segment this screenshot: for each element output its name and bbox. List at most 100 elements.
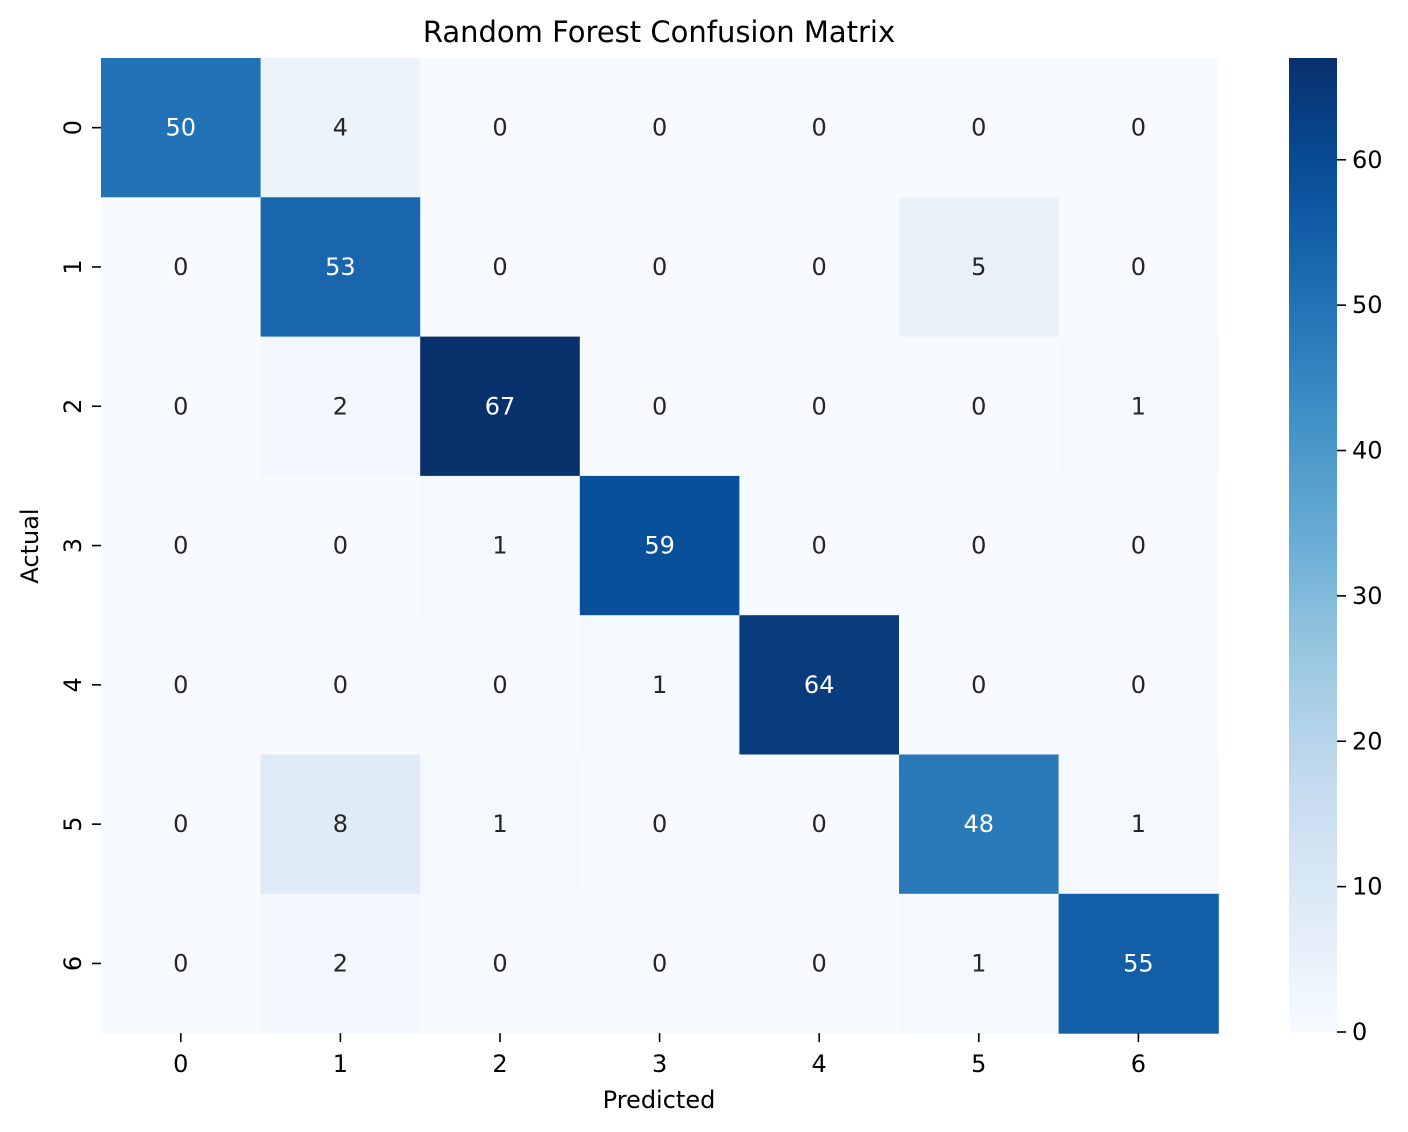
cell-value-label-r2-c5: 0 — [971, 392, 986, 420]
heatmap-cell-r5-c3 — [579, 754, 740, 895]
y-axis-title: Actual — [16, 508, 44, 583]
heatmap-cell-r4-c5 — [899, 615, 1060, 756]
chart-title: Random Forest Confusion Matrix — [423, 15, 895, 49]
heatmap-cell-r4-c2 — [420, 615, 581, 756]
cell-value-label-r3-c5: 0 — [971, 532, 986, 560]
cell-value-label-r5-c2: 1 — [492, 810, 507, 838]
heatmap-cell-r0-c0 — [101, 58, 262, 198]
heatmap-cell-r5-c0 — [101, 754, 262, 895]
heatmap-cell-r2-c6 — [1058, 336, 1219, 477]
x-axis-ticks: 0 1 2 3 4 5 6 — [173, 1033, 1146, 1078]
cell-value-label-r4-c3: 1 — [652, 671, 667, 699]
cell-value-label-r2-c2: 67 — [485, 392, 516, 420]
cell-value-label-r6-c6: 55 — [1123, 949, 1154, 977]
colorbar-tick-label-3: 30 — [1352, 582, 1383, 610]
heatmap-cells — [101, 58, 1219, 1034]
colorbar-tick-label-4: 40 — [1352, 437, 1383, 465]
y-tick-label-0: 0 — [59, 120, 87, 135]
y-tick-label-3: 3 — [59, 538, 87, 553]
heatmap-cell-labels: 50 4 0 0 0 0 00 53 0 0 0 5 00 2 67 0 0 0 10 0 1 59 0 0 00 0 0 1 64 0 0… — [166, 114, 1154, 978]
cell-value-label-r0-c0: 50 — [166, 114, 197, 142]
heatmap-cell-r4-c1 — [260, 615, 421, 756]
colorbar-tick-label-6: 60 — [1352, 146, 1383, 174]
cell-value-label-r4-c5: 0 — [971, 671, 986, 699]
cell-value-label-r6-c5: 1 — [971, 949, 986, 977]
y-tick-label-4: 4 — [59, 677, 87, 692]
cell-value-label-r3-c6: 0 — [1131, 532, 1146, 560]
cell-value-label-r2-c4: 0 — [812, 392, 827, 420]
heatmap-cell-r3-c1 — [260, 475, 421, 616]
cell-value-label-r6-c0: 0 — [173, 949, 188, 977]
cell-value-label-r0-c4: 0 — [812, 114, 827, 142]
cell-value-label-r6-c4: 0 — [812, 949, 827, 977]
heatmap-cell-r6-c4 — [739, 893, 900, 1034]
cell-value-label-r2-c1: 2 — [333, 392, 348, 420]
heatmap-cell-r5-c5 — [899, 754, 1060, 895]
x-tick-label-3: 3 — [652, 1050, 667, 1078]
heatmap-cell-r4-c3 — [579, 615, 740, 756]
cell-value-label-r6-c3: 0 — [652, 949, 667, 977]
cell-value-label-r5-c5: 48 — [964, 810, 995, 838]
colorbar-tick-label-0: 0 — [1352, 1018, 1367, 1046]
heatmap-cell-r2-c1 — [260, 336, 421, 477]
y-tick-label-1: 1 — [59, 259, 87, 274]
heatmap-cell-r3-c4 — [739, 475, 900, 616]
cell-value-label-r5-c4: 0 — [812, 810, 827, 838]
colorbar-gradient — [1289, 58, 1337, 1032]
y-axis-ticks: 0 1 2 3 4 5 6 — [59, 120, 101, 971]
cell-value-label-r4-c0: 0 — [173, 671, 188, 699]
cell-value-label-r3-c1: 0 — [333, 532, 348, 560]
cell-value-label-r3-c0: 0 — [173, 532, 188, 560]
heatmap-cell-r6-c6 — [1058, 893, 1219, 1034]
x-tick-label-1: 1 — [333, 1050, 348, 1078]
x-tick-label-4: 4 — [812, 1050, 827, 1078]
heatmap-cell-r1-c5 — [899, 197, 1060, 338]
heatmap-cell-r2-c4 — [739, 336, 900, 477]
heatmap-cell-r1-c2 — [420, 197, 581, 338]
heatmap-cell-r3-c5 — [899, 475, 1060, 616]
cell-value-label-r0-c2: 0 — [492, 114, 507, 142]
cell-value-label-r3-c3: 59 — [644, 532, 675, 560]
heatmap-cell-r0-c2 — [420, 58, 581, 198]
heatmap-cell-r2-c2 — [420, 336, 581, 477]
heatmap-cell-r5-c6 — [1058, 754, 1219, 895]
cell-value-label-r2-c3: 0 — [652, 392, 667, 420]
heatmap-cell-r6-c1 — [260, 893, 421, 1034]
heatmap-cell-r1-c1 — [260, 197, 421, 338]
heatmap-cell-r3-c2 — [420, 475, 581, 616]
cell-value-label-r0-c1: 4 — [333, 114, 348, 142]
y-tick-label-6: 6 — [59, 956, 87, 971]
heatmap-cell-r0-c6 — [1058, 58, 1219, 198]
colorbar-tick-label-1: 10 — [1352, 873, 1383, 901]
x-tick-label-0: 0 — [173, 1050, 188, 1078]
heatmap-cell-r6-c2 — [420, 893, 581, 1034]
cell-value-label-r6-c2: 0 — [492, 949, 507, 977]
heatmap-cell-r4-c4 — [739, 615, 900, 756]
heatmap-cell-r4-c6 — [1058, 615, 1219, 756]
x-tick-label-5: 5 — [971, 1050, 986, 1078]
heatmap-cell-r0-c3 — [579, 58, 740, 198]
heatmap-cell-r0-c4 — [739, 58, 900, 198]
colorbar: 0 10 20 30 40 50 60 — [1289, 58, 1383, 1046]
heatmap-cell-r5-c1 — [260, 754, 421, 895]
heatmap-cell-r0-c1 — [260, 58, 421, 198]
heatmap-cell-r1-c6 — [1058, 197, 1219, 338]
heatmap-cell-r3-c6 — [1058, 475, 1219, 616]
y-tick-label-5: 5 — [59, 817, 87, 832]
cell-value-label-r1-c2: 0 — [492, 253, 507, 281]
cell-value-label-r1-c1: 53 — [325, 253, 356, 281]
heatmap-cell-r1-c4 — [739, 197, 900, 338]
heatmap-cell-r1-c3 — [579, 197, 740, 338]
heatmap-cell-r0-c5 — [899, 58, 1060, 198]
cell-value-label-r1-c5: 5 — [971, 253, 986, 281]
cell-value-label-r5-c1: 8 — [333, 810, 348, 838]
cell-value-label-r0-c3: 0 — [652, 114, 667, 142]
cell-value-label-r6-c1: 2 — [333, 949, 348, 977]
heatmap-cell-r3-c0 — [101, 475, 262, 616]
cell-value-label-r1-c0: 0 — [173, 253, 188, 281]
cell-value-label-r1-c4: 0 — [812, 253, 827, 281]
x-tick-label-2: 2 — [492, 1050, 507, 1078]
cell-value-label-r0-c5: 0 — [971, 114, 986, 142]
cell-value-label-r1-c3: 0 — [652, 253, 667, 281]
